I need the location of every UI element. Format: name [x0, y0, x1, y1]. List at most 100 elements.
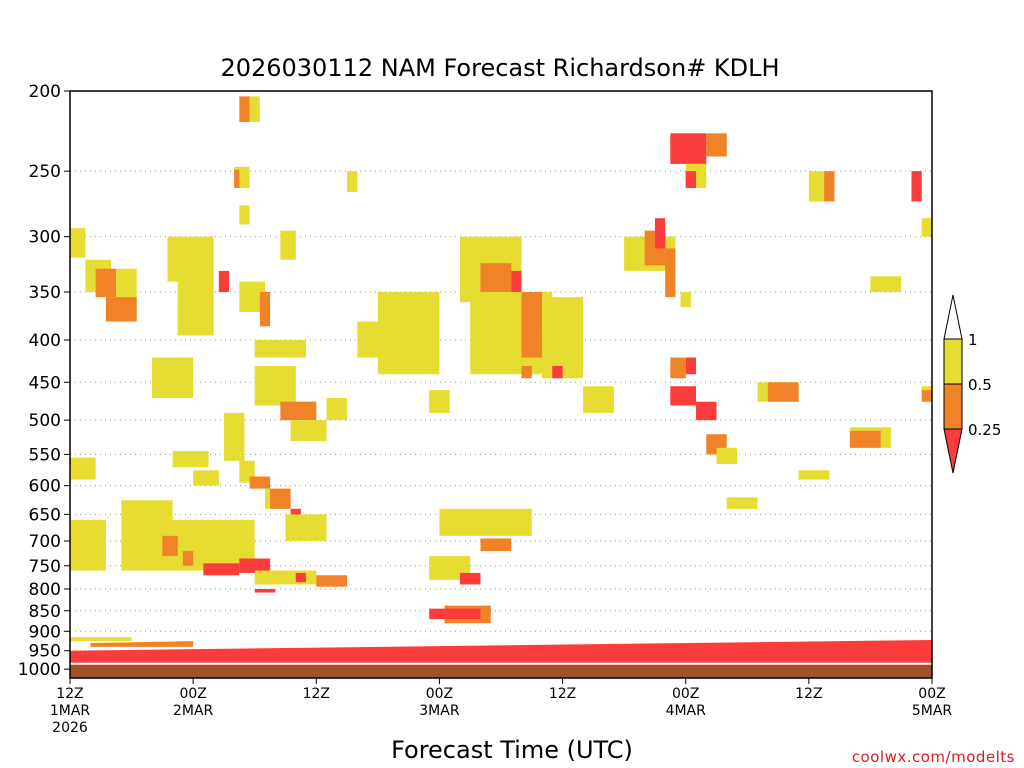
y-tick-label: 250 — [29, 162, 61, 182]
y-tick-label: 650 — [29, 505, 61, 525]
ri-cell-r — [290, 508, 301, 520]
ri-cell-r — [459, 572, 481, 585]
y-tick-label: 500 — [29, 411, 61, 431]
ri-cell-y — [121, 500, 173, 571]
ri-cell-r — [670, 133, 707, 164]
chart-title: 2026030112 NAM Forecast Richardson# KDLH — [220, 54, 779, 82]
ri-cell-r — [511, 270, 522, 293]
ground-area — [70, 662, 932, 678]
ri-cell-y — [285, 514, 327, 542]
y-tick-label: 900 — [29, 622, 61, 642]
ri-cell-o — [670, 357, 686, 379]
y-tick-label: 350 — [29, 283, 61, 303]
x-tick-label: 00Z — [426, 686, 453, 702]
plot-frame — [69, 90, 933, 679]
x-tick-label: 3MAR — [419, 703, 460, 719]
ri-cell-r — [552, 365, 563, 379]
ri-cell-o — [182, 551, 194, 566]
ri-cell-r — [429, 608, 481, 620]
x-tick-label: 12Z — [56, 686, 83, 702]
ri-cell-o — [95, 268, 117, 298]
ri-cell-y — [254, 570, 317, 585]
legend-orange-box — [943, 383, 963, 430]
ri-cell-y — [921, 218, 932, 237]
y-tick-label: 950 — [29, 642, 61, 662]
ri-cell-y — [223, 412, 245, 461]
ri-cell-y — [70, 228, 86, 258]
x-tick-label: 12Z — [549, 686, 576, 702]
credit-link[interactable]: coolwx.com/modelts — [852, 748, 1015, 766]
ri-cell-y — [254, 365, 296, 406]
ri-cell-r — [695, 401, 717, 421]
ri-cell-o — [270, 488, 291, 509]
ri-cell-o — [480, 538, 512, 552]
ri-cell-r — [911, 171, 922, 202]
ri-cell-y — [429, 390, 450, 413]
ri-cell-y — [193, 470, 219, 486]
ri-cell-o — [105, 297, 137, 322]
ri-cell-y — [542, 297, 584, 379]
ri-cell-y — [249, 96, 260, 122]
ri-cell-o — [849, 430, 881, 448]
ri-cell-y — [172, 451, 209, 468]
ri-cell-r — [670, 386, 696, 406]
ri-cell-y — [716, 447, 738, 465]
ri-cell-y — [290, 420, 327, 442]
x-axis-label: Forecast Time (UTC) — [391, 736, 633, 764]
ri-cell-y — [326, 397, 348, 421]
boundary-layer-band — [70, 637, 132, 642]
ri-cell-y — [726, 497, 758, 509]
x-tick-label: 4MAR — [666, 703, 707, 719]
x-tick-label: 00Z — [918, 686, 945, 702]
ri-cell-y — [680, 292, 691, 308]
ground-fill — [70, 663, 932, 678]
heatmap-cells — [70, 96, 932, 664]
y-tick-label: 750 — [29, 557, 61, 577]
ri-cell-o — [316, 575, 348, 587]
ri-cell-o — [280, 401, 317, 421]
ri-cell-y — [347, 171, 358, 193]
ri-cell-y — [280, 230, 296, 260]
y-tick-label: 600 — [29, 477, 61, 497]
ri-cell-r — [203, 563, 240, 576]
ri-cell-o — [521, 365, 532, 379]
y-tick-label: 300 — [29, 228, 61, 248]
x-tick-label: 1MAR — [50, 703, 91, 719]
legend-red-triangle — [943, 428, 963, 474]
ri-cell-r — [654, 218, 666, 249]
ri-cell-y — [70, 519, 106, 571]
ri-cell-y — [429, 556, 471, 580]
legend-label-0-25: 0.25 — [968, 421, 1001, 439]
ri-cell-o — [259, 292, 271, 327]
ri-cell-o — [665, 248, 676, 298]
ri-cell-r — [685, 357, 696, 375]
ri-cell-o — [480, 263, 512, 298]
color-legend: 1 0.5 0.25 — [943, 294, 1001, 474]
ri-cell-y — [870, 276, 902, 293]
ri-cell-y — [167, 236, 214, 282]
y-tick-label: 450 — [29, 373, 61, 393]
ri-cell-r — [685, 171, 696, 188]
ri-cell-r — [295, 572, 307, 583]
ri-cell-o — [249, 476, 271, 489]
legend-yellow-box — [943, 338, 963, 385]
ri-cell-o — [162, 535, 178, 557]
y-tick-label: 1000 — [18, 660, 61, 680]
ri-cell-y — [357, 321, 419, 358]
x-tick-label: 2026 — [52, 720, 88, 736]
boundary-layer-band — [70, 639, 932, 664]
ri-cell-o — [234, 169, 240, 188]
ri-cell-y — [177, 281, 214, 336]
x-tick-label: 5MAR — [912, 703, 953, 719]
ri-cell-o — [767, 382, 799, 402]
ri-cell-y — [254, 339, 307, 358]
y-tick-label: 700 — [29, 532, 61, 552]
legend-label-1: 1 — [968, 331, 978, 349]
x-tick-label: 00Z — [179, 686, 206, 702]
x-tick-label: 12Z — [795, 686, 822, 702]
ri-cell-y — [239, 205, 250, 225]
y-tick-label: 200 — [29, 82, 61, 102]
ri-cell-o — [706, 133, 727, 157]
